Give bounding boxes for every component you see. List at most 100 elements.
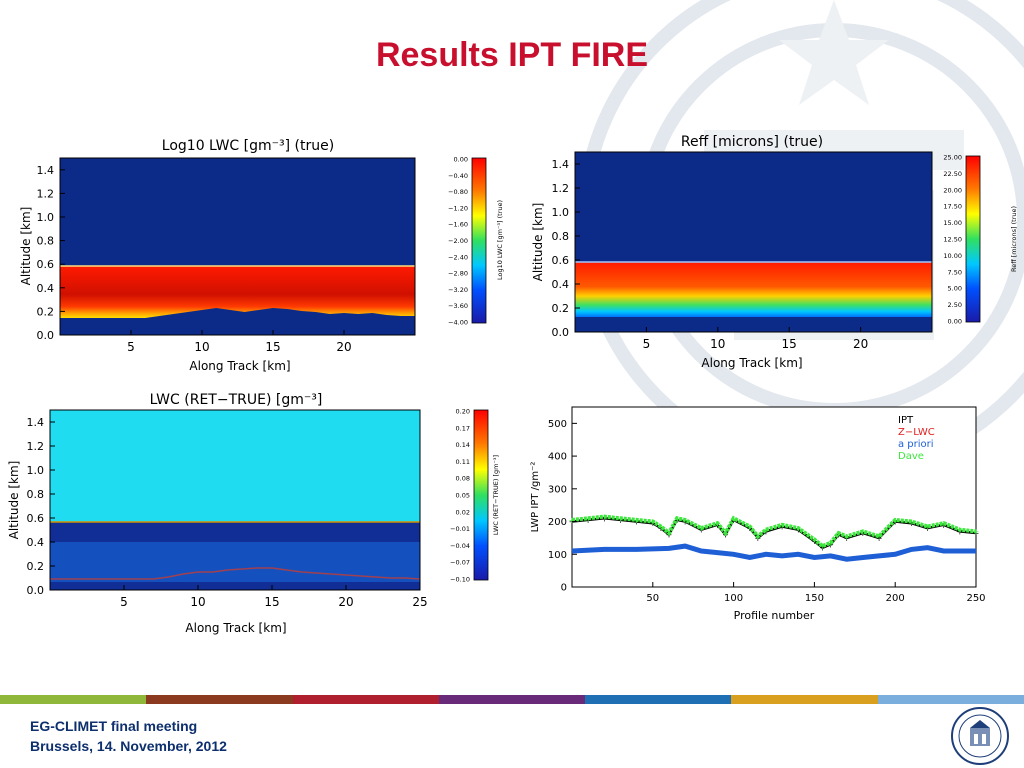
- y-tick-label: 200: [548, 517, 567, 528]
- panel-reff: Reff [microns] (true) 5 10 15 20 0.0 0.2 0.4 0.…: [531, 134, 1018, 370]
- x-tick-label: 150: [805, 593, 824, 604]
- y-axis-label: Altitude [km]: [531, 203, 545, 282]
- series-marker: +: [779, 522, 786, 531]
- colorbar-tick-label: 5.00: [948, 285, 962, 293]
- y-tick-label: 1.0: [552, 206, 570, 219]
- series-marker: +: [617, 516, 624, 525]
- chart-title: LWC (RET−TRUE) [gm⁻³]: [150, 392, 323, 408]
- footer-color-segment: [731, 695, 878, 704]
- legend-entry: a priori: [898, 439, 934, 450]
- y-tick-label: 1.4: [552, 158, 570, 171]
- y-tick-label: 1.2: [37, 187, 55, 200]
- series-marker: +: [674, 514, 681, 523]
- cloud-layer: [575, 262, 932, 317]
- series-marker: +: [658, 522, 665, 531]
- y-tick-label: 1.0: [27, 464, 45, 477]
- colorbar-tick-label: 7.50: [948, 268, 962, 276]
- y-tick-label: 0.4: [552, 278, 570, 291]
- colorbar-tick-label: −0.80: [448, 188, 468, 196]
- series-marker: +: [682, 516, 689, 525]
- series-marker: +: [666, 529, 673, 538]
- y-tick-label: 0.8: [552, 230, 570, 243]
- cloud-layer: [60, 266, 415, 318]
- y-tick-label: 0: [561, 583, 567, 594]
- colorbar: 0.00 −0.40 −0.80 −1.20 −1.60 −2.00 −2.40 −2.80 −…: [448, 156, 504, 327]
- x-tick-label: 250: [966, 593, 985, 604]
- series-marker: +: [924, 522, 931, 531]
- x-tick-label: 10: [194, 340, 209, 354]
- panel-lwc-diff: LWC (RET−TRUE) [gm⁻³] 5 10 15 20 25 0.0 0.2 0.4…: [7, 392, 500, 635]
- colorbar-label: Log10 LWC [gm⁻³] (true): [496, 200, 504, 280]
- series-marker: +: [763, 526, 770, 535]
- footer-color-segment: [0, 695, 147, 704]
- series-marker: +: [876, 534, 883, 543]
- y-tick-label: 0.2: [552, 302, 570, 315]
- colorbar-tick-label: 12.50: [943, 236, 962, 244]
- panel-log10-lwc: Log10 LWC [gm⁻³] (true) 5 10 15 20 0.0 0.2 0.4…: [19, 138, 504, 373]
- cloud-base-line: [50, 567, 421, 580]
- series-marker: +: [698, 524, 705, 533]
- colorbar-label: LWC (RET−TRUE) [gm⁻³]: [492, 455, 500, 535]
- series-marker: +: [908, 518, 915, 527]
- series-marker: +: [601, 514, 608, 523]
- colorbar: 0.20 0.17 0.14 0.11 0.08 0.05 0.02 −0.01 −0.04 −0…: [450, 408, 500, 584]
- series-marker: +: [827, 539, 834, 548]
- axes: 5 10 15 20 0.0 0.2 0.4 0.6 0.8 1.0 1.2 1.4: [552, 158, 869, 351]
- y-tick-label: 0.0: [27, 584, 45, 597]
- series-marker: +: [908, 519, 915, 528]
- axes: 5 10 15 20 0.0 0.2 0.4 0.6 0.8 1.0 1.2 1.4: [37, 164, 352, 354]
- series-marker: +: [811, 536, 818, 545]
- x-tick-label: 20: [336, 340, 351, 354]
- y-tick-label: 0.2: [27, 560, 45, 573]
- series-marker: +: [633, 516, 640, 525]
- y-tick-label: 300: [548, 484, 567, 495]
- cloud-base-mask: [60, 308, 415, 335]
- plot-area: [574, 151, 933, 333]
- university-seal-logo: [951, 707, 1009, 765]
- series-marker: +: [746, 522, 753, 531]
- colorbar-tick-label: 10.00: [943, 252, 962, 260]
- x-axis-label: Along Track [km]: [189, 359, 290, 373]
- x-axis-label: Along Track [km]: [185, 621, 286, 635]
- plot-area: [49, 409, 421, 591]
- colorbar-tick-label: −0.10: [450, 576, 470, 584]
- y-tick-label: 500: [548, 419, 567, 430]
- chart-title: Reff [microns] (true): [681, 134, 823, 150]
- colorbar-tick-label: 25.00: [943, 154, 962, 162]
- colorbar-tick-label: 0.05: [456, 492, 470, 500]
- series-marker: +: [698, 526, 705, 535]
- series-marker: +: [819, 544, 826, 553]
- series-marker: +: [795, 524, 802, 533]
- colorbar-tick-label: −2.40: [448, 253, 468, 261]
- axes: 50 100 150 200 250 0 100 200 300 400 500: [548, 419, 986, 604]
- colorbar-tick-label: 0.08: [456, 475, 470, 483]
- colorbar-tick-label: −3.20: [448, 286, 468, 294]
- series-marker: +: [682, 518, 689, 527]
- footer-color-segment: [146, 695, 293, 704]
- series-line-3: [571, 514, 977, 549]
- colorbar-tick-label: 17.50: [943, 203, 962, 211]
- colorbar-tick-label: −0.04: [450, 542, 470, 550]
- colorbar-tick-label: −1.20: [448, 204, 468, 212]
- y-tick-label: 1.4: [27, 416, 45, 429]
- y-tick-label: 1.2: [27, 440, 45, 453]
- footer-color-strip: [0, 695, 1024, 704]
- series-marker: +: [940, 519, 947, 528]
- colorbar-tick-label: −1.60: [448, 221, 468, 229]
- x-tick-label: 10: [190, 595, 205, 609]
- x-tick-label: 5: [120, 595, 128, 609]
- colorbar-tick-label: −4.00: [448, 319, 468, 327]
- y-axis-label: Altitude [km]: [19, 207, 33, 286]
- y-tick-label: 0.6: [37, 258, 55, 271]
- y-tick-label: 0.0: [37, 329, 55, 342]
- y-tick-label: 0.6: [552, 254, 570, 267]
- series-marker: +: [827, 540, 834, 549]
- series-marker: +: [722, 529, 729, 538]
- series-marker: +: [714, 519, 721, 528]
- x-tick-label: 15: [265, 340, 280, 354]
- series-marker: +: [585, 514, 592, 523]
- x-tick-label: 200: [886, 593, 905, 604]
- series-marker: +: [892, 516, 899, 525]
- plot-area: [59, 157, 416, 336]
